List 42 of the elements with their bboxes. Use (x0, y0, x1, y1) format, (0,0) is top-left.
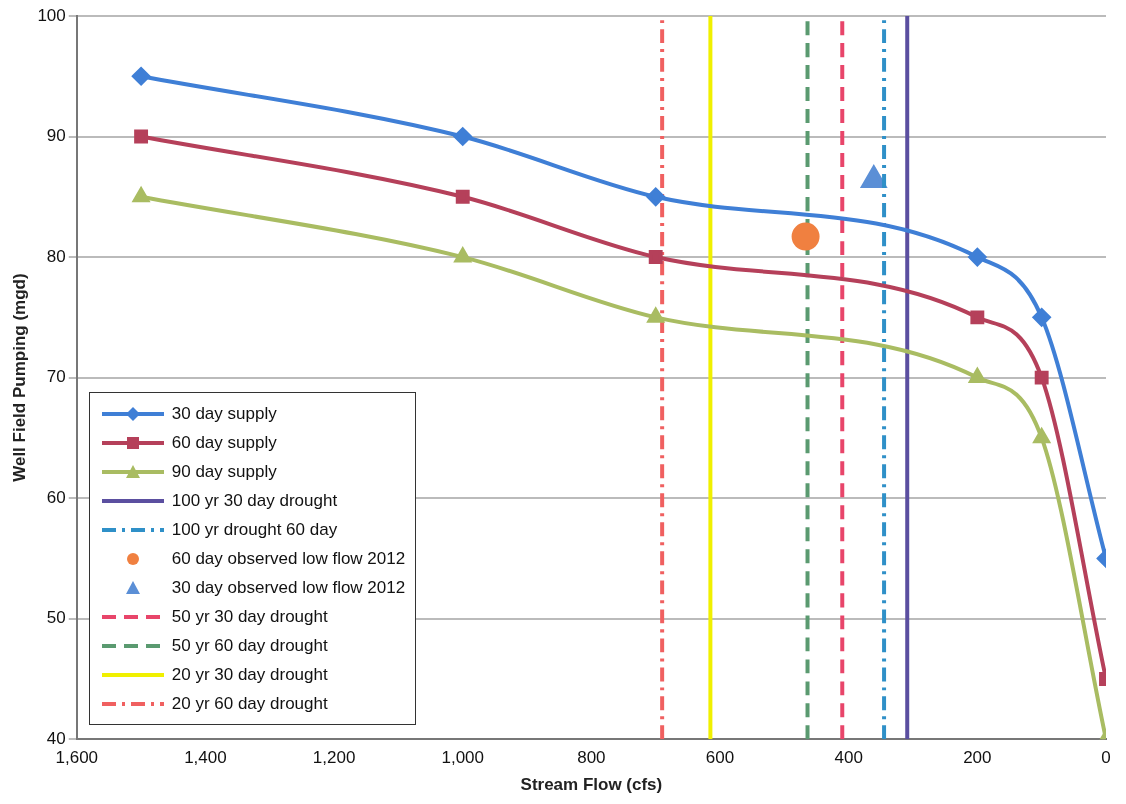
legend-label: 30 day observed low flow 2012 (171, 577, 406, 598)
point (1034, 370, 1049, 385)
x-tick-label: 0 (1101, 748, 1111, 768)
point (646, 187, 665, 206)
y-tick-label: 40 (46, 728, 66, 748)
legend-label: 20 yr 60 day drought (171, 693, 328, 714)
point (647, 308, 664, 323)
legend-label: 50 yr 30 day drought (171, 606, 328, 627)
legend-label: 100 yr 30 day drought (171, 490, 338, 511)
y-tick-label: 100 (37, 5, 66, 25)
legend-label: 60 day supply (171, 432, 277, 453)
legend-label: 100 yr drought 60 day (171, 519, 338, 540)
point (453, 127, 472, 146)
x-axis-title: Stream Flow (cfs) (520, 775, 663, 795)
x-tick-label: 1,600 (55, 748, 99, 768)
point (791, 222, 820, 251)
y-axis-title: Well Field Pumping (mgd) (9, 273, 29, 482)
x-tick-label: 1,200 (312, 748, 356, 768)
legend-label: 90 day supply (171, 461, 277, 482)
point (454, 248, 471, 263)
point (648, 250, 663, 265)
legend-label: 50 yr 60 day drought (171, 635, 328, 656)
x-tick-label: 1,000 (441, 748, 484, 768)
legend-label: 60 day observed low flow 2012 (171, 548, 406, 569)
y-tick-label: 90 (46, 126, 66, 146)
point (134, 129, 149, 144)
point (1032, 308, 1051, 327)
x-tick-label: 200 (963, 748, 992, 768)
x-tick-label: 600 (705, 748, 735, 768)
y-tick-label: 50 (46, 608, 66, 628)
x-tick-label: 800 (577, 748, 606, 768)
point (132, 67, 151, 86)
x-tick-label: 400 (834, 748, 863, 768)
y-tick-label: 70 (46, 367, 66, 387)
point (455, 189, 470, 204)
point (970, 310, 985, 325)
y-tick-label: 80 (46, 246, 66, 266)
y-tick-label: 60 (46, 487, 66, 507)
legend-label: 30 day supply (171, 403, 277, 424)
legend-label: 20 yr 30 day drought (171, 664, 328, 685)
point (968, 248, 987, 267)
x-tick-label: 1,400 (184, 748, 227, 768)
